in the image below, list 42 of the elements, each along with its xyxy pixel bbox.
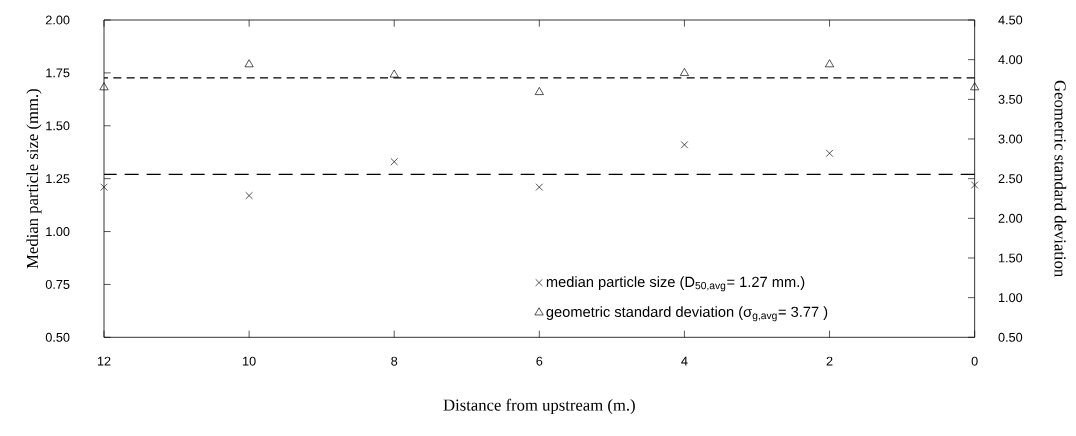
legend-label: geometric standard deviation (σ$_{g,avg}$= 3.77 )	[546, 306, 828, 322]
point	[825, 149, 834, 158]
point	[245, 191, 253, 200]
y2-tick-label: 3.00	[998, 134, 1023, 144]
point	[534, 87, 544, 95]
y-tick-label: 0.75	[45, 279, 70, 289]
x-tick-label: 10	[243, 356, 256, 366]
y2-tick-label: 1.50	[998, 253, 1023, 263]
x-axis-title: Distance from upstream (m.)	[443, 398, 635, 415]
y-tick-label: 1.00	[46, 227, 70, 237]
y-axis-title: Median particle size (mm.)	[26, 89, 42, 269]
x-tick-label: 12	[97, 356, 111, 366]
y2-tick-label: 1.00	[998, 293, 1023, 303]
y2-axis-title: Geometric standard deviation	[1054, 80, 1067, 277]
legend-label: median particle size (D$_{50,avg}$= 1.27 mm.)	[546, 276, 805, 292]
y-tick-label: 1.75	[46, 68, 70, 78]
y-tick-label: 0.50	[45, 332, 70, 342]
x-tick-label: 8	[391, 356, 398, 366]
point	[244, 59, 254, 68]
y2-tick-label: 2.50	[998, 174, 1023, 184]
y-tick-label: 1.50	[46, 121, 70, 131]
x-tick-label: 6	[536, 356, 543, 366]
point	[390, 158, 398, 166]
x-tick-label: 4	[681, 356, 688, 366]
y2-tick-label: 3.50	[998, 94, 1023, 104]
y2-tick-label: 4.00	[998, 55, 1023, 65]
y-tick-label: 1.25	[46, 174, 70, 184]
y-tick-label: 2.00	[45, 15, 70, 25]
point	[535, 183, 544, 191]
y2-tick-label: 4.50	[998, 15, 1023, 25]
point	[825, 59, 835, 68]
point	[389, 69, 399, 78]
point	[970, 181, 979, 189]
x-tick-label: 0	[971, 356, 978, 366]
x-tick-label: 2	[826, 356, 833, 366]
point	[99, 82, 109, 91]
y2-tick-label: 2.00	[998, 213, 1023, 223]
point	[100, 183, 108, 191]
y2-tick-label: 0.50	[998, 332, 1023, 342]
point	[679, 68, 689, 76]
point	[680, 141, 689, 149]
point	[970, 82, 980, 91]
